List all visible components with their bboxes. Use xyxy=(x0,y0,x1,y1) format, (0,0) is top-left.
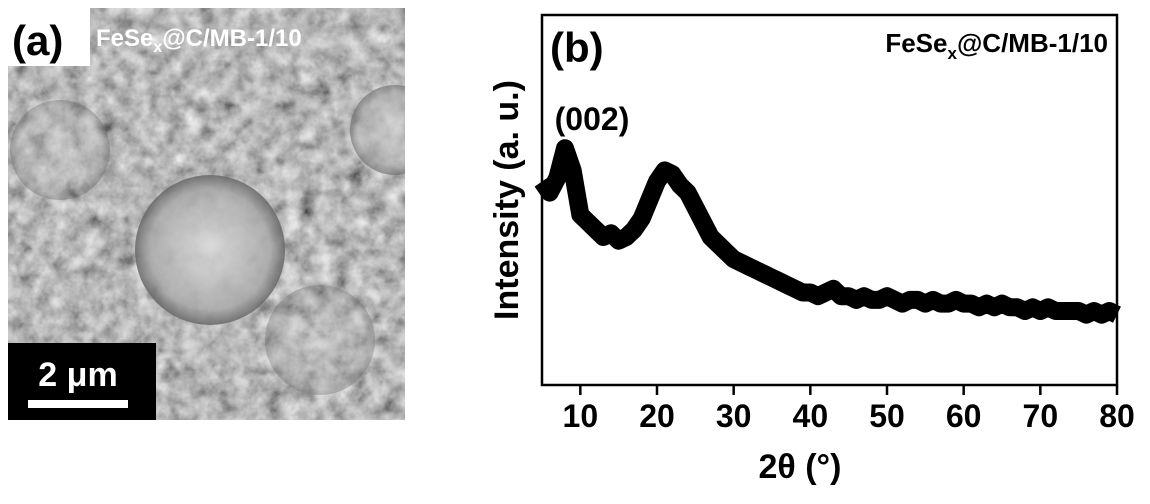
title-part: @C/MB-1/10 xyxy=(162,25,301,52)
title-part: @C/MB-1/10 xyxy=(957,28,1108,58)
title-part: FeSe xyxy=(885,28,947,58)
x-tick-label: 60 xyxy=(946,398,982,434)
sem-image xyxy=(8,8,405,420)
x-axis-label: 2θ (°) xyxy=(759,448,842,486)
panel-label: (b) xyxy=(550,24,604,71)
plot-frame xyxy=(540,13,1119,387)
x-tick-label: 30 xyxy=(716,398,752,434)
title-part: FeSe xyxy=(96,25,153,52)
chart-title: FeSex@C/MB-1/10 xyxy=(885,28,1108,63)
scale-bar xyxy=(28,400,128,408)
x-tick-label: 20 xyxy=(639,398,675,434)
peak-annotation: (002) xyxy=(555,101,630,137)
title-sub: x xyxy=(947,44,957,63)
panel-label: (a) xyxy=(12,17,63,64)
title-sub: x xyxy=(153,39,162,56)
label-box xyxy=(8,8,90,66)
x-tick-label: 70 xyxy=(1023,398,1059,434)
xrd-line xyxy=(541,144,1118,316)
x-tick-label: 40 xyxy=(793,398,829,434)
scale-label: 2 μm xyxy=(38,356,117,394)
image-title: FeSex@C/MB-1/10 xyxy=(96,25,302,56)
x-tick-label: 10 xyxy=(563,398,599,434)
y-axis-label: Intensity (a. u.) xyxy=(488,80,526,320)
x-tick-label: 80 xyxy=(1099,398,1135,434)
x-tick-label: 50 xyxy=(869,398,905,434)
